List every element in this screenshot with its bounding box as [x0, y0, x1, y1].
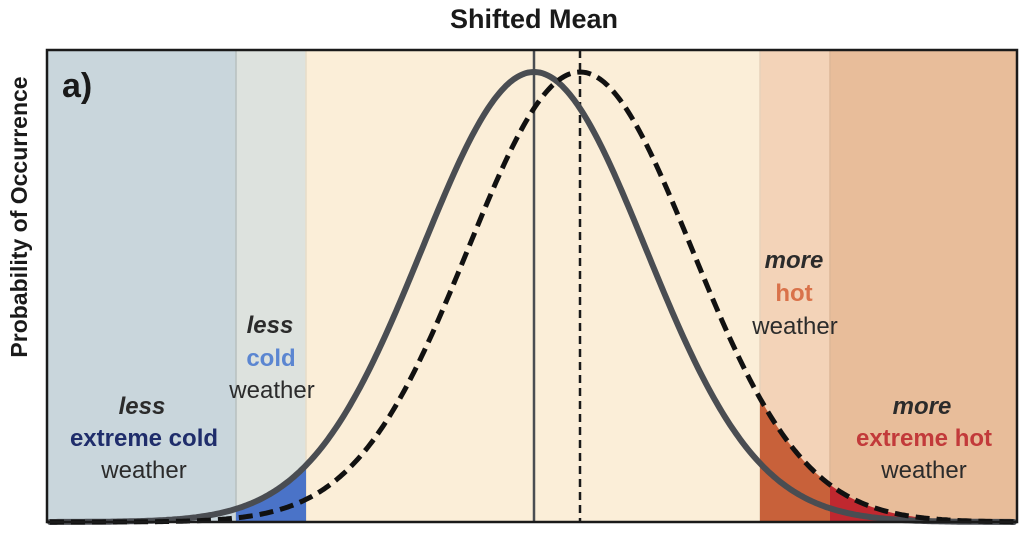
extreme-hot-label-qualifier: more — [893, 393, 952, 420]
hot-label-weather: weather — [751, 313, 837, 340]
original-distribution-curve — [47, 68, 1017, 525]
extreme-cold-label-weather: weather — [100, 457, 186, 484]
diagram-title: Shifted Mean — [450, 4, 618, 34]
plot-frame — [45, 48, 1019, 524]
shifted-distribution-curve — [50, 69, 1015, 525]
extreme-cold-band — [47, 50, 236, 522]
extreme-cold-label-category: extreme cold — [70, 425, 218, 452]
panel-label: a) — [62, 67, 92, 105]
cold-label-weather: weather — [228, 377, 314, 404]
cold-band — [236, 50, 306, 522]
cold-label-category: cold — [246, 345, 295, 372]
cold-label-qualifier: less — [247, 312, 294, 339]
hot-tail-fill — [760, 398, 830, 522]
extreme-hot-band — [830, 50, 1017, 522]
y-axis-label: Probability of Occurrence — [6, 76, 32, 357]
hot-label-qualifier: more — [765, 247, 824, 274]
hot-label-category: hot — [775, 280, 812, 307]
extreme-hot-tail-fill — [830, 484, 1014, 522]
extreme-cold-label-qualifier: less — [119, 393, 166, 420]
extreme-hot-label-category: extreme hot — [856, 425, 992, 452]
extreme-hot-label-weather: weather — [880, 457, 966, 484]
